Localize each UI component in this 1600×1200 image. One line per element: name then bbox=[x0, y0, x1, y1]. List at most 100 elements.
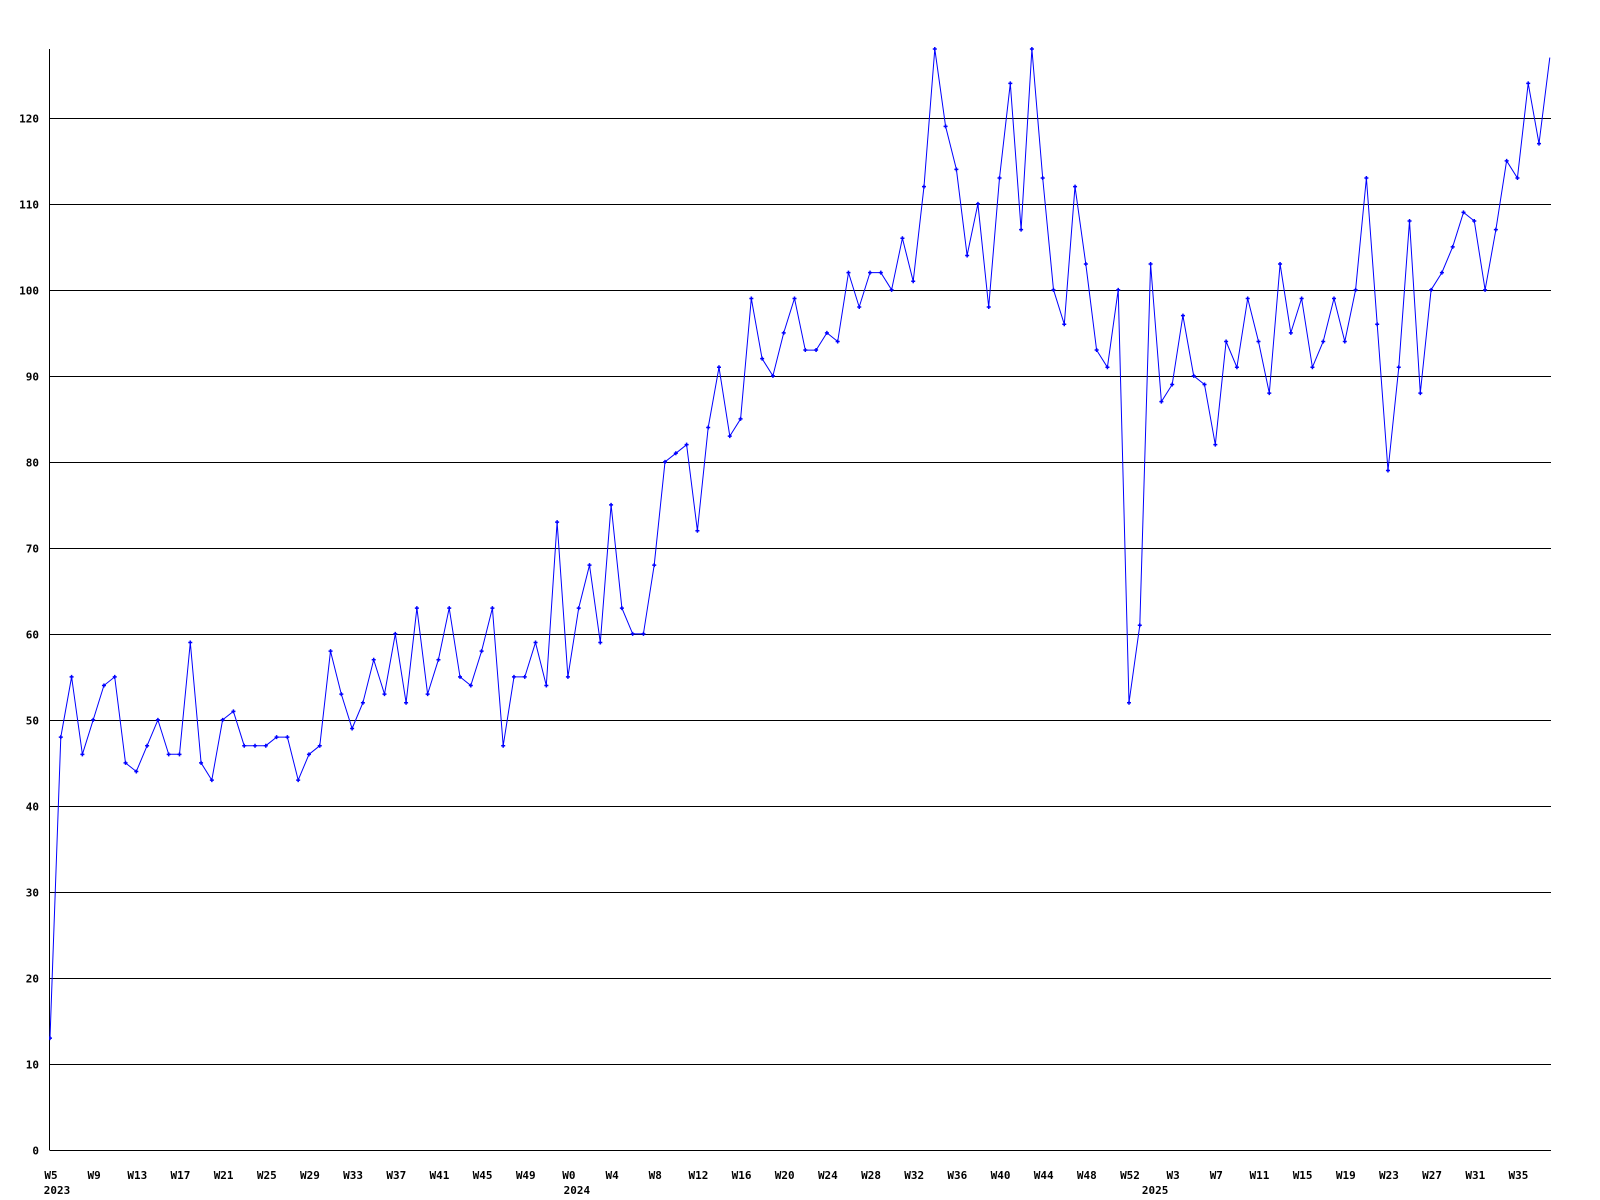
data-point bbox=[188, 640, 193, 645]
data-point bbox=[792, 296, 797, 301]
x-tick-label: W24 bbox=[818, 1169, 838, 1182]
data-point bbox=[1116, 287, 1121, 292]
x-tick-label: W4 bbox=[605, 1169, 619, 1182]
x-tick-label: W36 bbox=[947, 1169, 967, 1182]
data-point bbox=[490, 606, 495, 611]
data-point bbox=[1137, 623, 1142, 628]
data-point bbox=[404, 700, 409, 705]
y-tick-label: 10 bbox=[26, 1059, 39, 1072]
x-tick-label: W21 bbox=[214, 1169, 234, 1182]
data-point bbox=[1450, 244, 1455, 249]
data-point bbox=[587, 563, 592, 568]
data-point bbox=[1342, 339, 1347, 344]
data-point bbox=[479, 649, 484, 654]
data-point bbox=[112, 674, 117, 679]
data-point bbox=[1461, 210, 1466, 215]
data-point bbox=[91, 717, 96, 722]
data-point bbox=[803, 348, 808, 353]
x-tick-label: W23 bbox=[1379, 1169, 1399, 1182]
data-point bbox=[231, 709, 236, 714]
data-point bbox=[1310, 365, 1315, 370]
data-point bbox=[414, 606, 419, 611]
x-tick-label: W37 bbox=[386, 1169, 406, 1182]
data-point bbox=[274, 735, 279, 740]
data-point bbox=[921, 184, 926, 189]
data-point bbox=[824, 330, 829, 335]
data-point bbox=[1504, 158, 1509, 163]
x-tick-label: W28 bbox=[861, 1169, 881, 1182]
data-point bbox=[49, 1036, 52, 1041]
series-markers bbox=[49, 47, 1542, 1041]
x-tick-label: W49 bbox=[516, 1169, 536, 1182]
data-point bbox=[447, 606, 452, 611]
data-point bbox=[878, 270, 883, 275]
x-tick-label: W0 bbox=[562, 1169, 575, 1182]
x-tick-label: W31 bbox=[1465, 1169, 1485, 1182]
data-point bbox=[1159, 399, 1164, 404]
x-tick-label: W9 bbox=[88, 1169, 101, 1182]
data-point bbox=[770, 373, 775, 378]
data-point bbox=[1472, 219, 1477, 224]
data-point bbox=[727, 434, 732, 439]
data-point bbox=[1429, 287, 1434, 292]
data-point bbox=[253, 743, 258, 748]
x-tick-label: W3 bbox=[1167, 1169, 1180, 1182]
data-point bbox=[1202, 382, 1207, 387]
data-point bbox=[166, 752, 171, 757]
data-point bbox=[1332, 296, 1337, 301]
data-point bbox=[781, 330, 786, 335]
data-point bbox=[80, 752, 85, 757]
x-tick-label: W35 bbox=[1509, 1169, 1529, 1182]
x-tick-label: W15 bbox=[1293, 1169, 1313, 1182]
data-point bbox=[522, 674, 527, 679]
x-tick-label: W11 bbox=[1250, 1169, 1270, 1182]
x-tick-label: W45 bbox=[473, 1169, 493, 1182]
data-point bbox=[932, 47, 937, 51]
data-point bbox=[544, 683, 549, 688]
data-point bbox=[673, 451, 678, 456]
data-point bbox=[317, 743, 322, 748]
data-point bbox=[468, 683, 473, 688]
data-point bbox=[911, 279, 916, 284]
data-point bbox=[1245, 296, 1250, 301]
data-point bbox=[576, 606, 581, 611]
data-point bbox=[716, 365, 721, 370]
data-point bbox=[609, 502, 614, 507]
data-point bbox=[1073, 184, 1078, 189]
data-point bbox=[1094, 348, 1099, 353]
y-tick-label: 100 bbox=[19, 285, 39, 298]
x-tick-label: W44 bbox=[1034, 1169, 1054, 1182]
y-tick-label: 50 bbox=[26, 715, 39, 728]
x-tick-label: W13 bbox=[127, 1169, 147, 1182]
data-point bbox=[684, 442, 689, 447]
data-point bbox=[1083, 262, 1088, 267]
data-point bbox=[328, 649, 333, 654]
data-point bbox=[1321, 339, 1326, 344]
data-point bbox=[1418, 391, 1423, 396]
data-point bbox=[1396, 365, 1401, 370]
data-point bbox=[1008, 81, 1013, 86]
data-point bbox=[975, 201, 980, 206]
y-tick-label: 80 bbox=[26, 457, 39, 470]
data-point bbox=[339, 692, 344, 697]
data-point bbox=[382, 692, 387, 697]
y-tick-label: 0 bbox=[32, 1145, 39, 1158]
data-point bbox=[220, 717, 225, 722]
data-point bbox=[619, 606, 624, 611]
data-point bbox=[1375, 322, 1380, 327]
x-tick-label: W52 bbox=[1120, 1169, 1140, 1182]
data-point bbox=[1515, 176, 1520, 181]
x-tick-label: W27 bbox=[1422, 1169, 1442, 1182]
data-point bbox=[1191, 373, 1196, 378]
data-point bbox=[393, 631, 398, 636]
data-point bbox=[1148, 262, 1153, 267]
data-point bbox=[1483, 287, 1488, 292]
data-point bbox=[857, 305, 862, 310]
y-tick-label: 20 bbox=[26, 973, 39, 986]
data-point bbox=[458, 674, 463, 679]
data-point bbox=[760, 356, 765, 361]
data-point bbox=[1105, 365, 1110, 370]
data-point bbox=[1051, 287, 1056, 292]
data-point bbox=[436, 657, 441, 662]
